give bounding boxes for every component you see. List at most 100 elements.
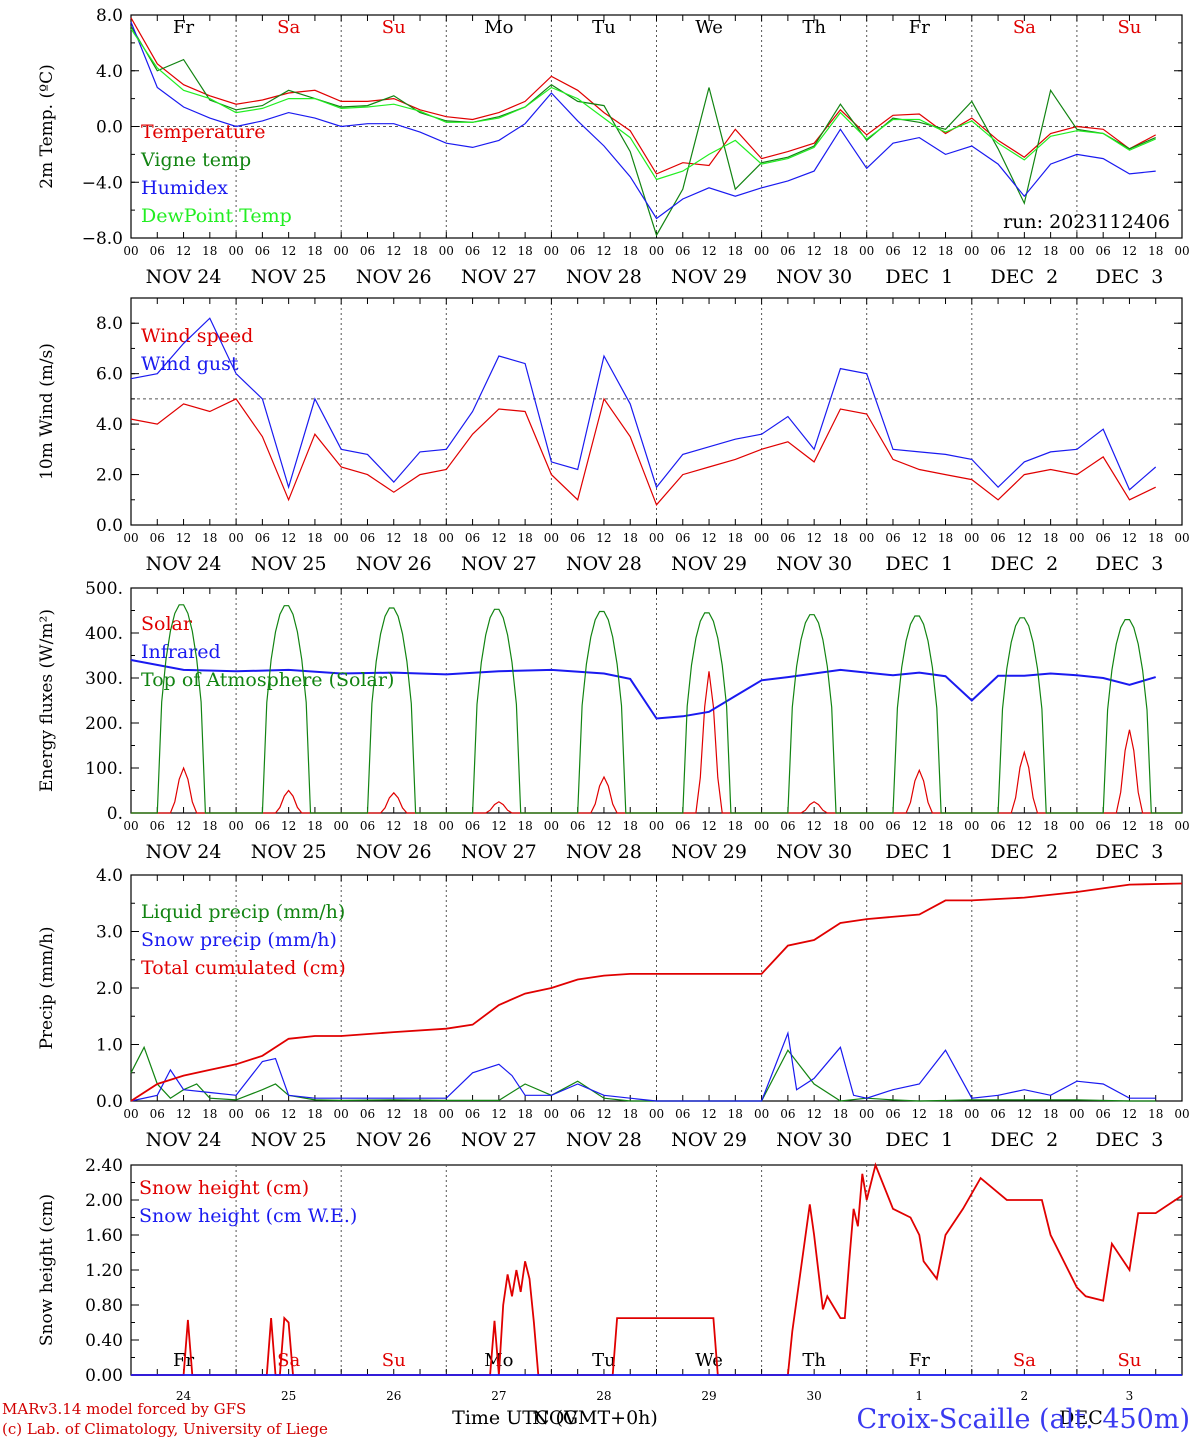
weekday-label: Su bbox=[1117, 17, 1141, 38]
x-date-label: NOV 27 bbox=[461, 266, 537, 288]
x-hour-label: 00 bbox=[544, 244, 559, 258]
y-tick-label: −8.0 bbox=[82, 229, 123, 249]
x-hour-label: 00 bbox=[228, 244, 243, 258]
x-hour-label: 06 bbox=[780, 244, 795, 258]
x-hour-label: 06 bbox=[570, 531, 585, 545]
y-tick-label: 100. bbox=[85, 759, 123, 779]
x-hour-label: 18 bbox=[517, 819, 532, 833]
x-hour-label: 06 bbox=[990, 244, 1005, 258]
chart-panel-4: 4.0 3.0 2.0 1.0 0.0 Precip (mm/h) 00 06 12 18 00 06… bbox=[37, 866, 1190, 1151]
x-date-label: DEC 1 bbox=[885, 1129, 953, 1151]
x-hour-label: 12 bbox=[281, 244, 296, 258]
x-hour-label: 00 bbox=[439, 531, 454, 545]
weekday-label: Su bbox=[1117, 1350, 1141, 1371]
x-date-label: DEC 3 bbox=[1096, 841, 1164, 863]
x-date-label: NOV 24 bbox=[146, 553, 222, 575]
y-axis-label: 2m Temp. (ºC) bbox=[37, 64, 57, 189]
x-hour-label: 00 bbox=[1174, 531, 1189, 545]
weekday-label: Fr bbox=[173, 17, 194, 38]
x-hour-label: 18 bbox=[1043, 1107, 1058, 1121]
y-tick-label: 4.0 bbox=[96, 866, 123, 886]
x-hour-label: 06 bbox=[1096, 244, 1111, 258]
series-line-blue bbox=[130, 659, 1156, 720]
y-tick-label: 200. bbox=[85, 714, 123, 734]
weekday-label: Sa bbox=[1013, 1350, 1036, 1371]
x-day-number: 3 bbox=[1126, 1389, 1134, 1403]
x-hour-label: 06 bbox=[780, 531, 795, 545]
x-hour-label: 18 bbox=[1043, 244, 1058, 258]
weekday-label: Th bbox=[802, 1350, 826, 1371]
x-hour-label: 12 bbox=[912, 531, 927, 545]
x-date-label: NOV 27 bbox=[461, 841, 537, 863]
weekday-label: Fr bbox=[909, 17, 930, 38]
y-tick-label: 4.0 bbox=[96, 62, 123, 82]
x-date-label: NOV 27 bbox=[461, 1129, 537, 1151]
y-axis-label: Energy fluxes (W/m²) bbox=[37, 609, 57, 792]
x-hour-label: 18 bbox=[833, 244, 848, 258]
x-hour-label: 06 bbox=[150, 819, 165, 833]
x-hour-label: 00 bbox=[859, 531, 874, 545]
x-hour-label: 00 bbox=[228, 1107, 243, 1121]
x-hour-label: 06 bbox=[675, 531, 690, 545]
x-hour-label: 06 bbox=[1096, 531, 1111, 545]
x-hour-label: 00 bbox=[334, 819, 349, 833]
x-axis-overlay-nov: NOV bbox=[532, 1407, 578, 1429]
x-hour-label: 12 bbox=[281, 531, 296, 545]
x-hour-label: 12 bbox=[491, 244, 506, 258]
weekday-label: Fr bbox=[909, 1350, 930, 1371]
weekday-label: Su bbox=[382, 17, 406, 38]
x-day-number: 24 bbox=[176, 1389, 192, 1403]
x-day-number: 25 bbox=[281, 1389, 296, 1403]
x-hour-label: 06 bbox=[780, 1107, 795, 1121]
legend-label: Snow height (cm) bbox=[139, 1177, 309, 1199]
weekday-label: Su bbox=[382, 1350, 406, 1371]
x-date-label: NOV 28 bbox=[566, 1129, 642, 1151]
x-hour-label: 00 bbox=[649, 819, 664, 833]
x-hour-label: 06 bbox=[465, 1107, 480, 1121]
y-tick-label: 0.0 bbox=[96, 1092, 123, 1112]
x-hour-label: 12 bbox=[491, 531, 506, 545]
x-hour-label: 12 bbox=[176, 1107, 191, 1121]
x-hour-label: 12 bbox=[386, 531, 401, 545]
x-hour-label: 00 bbox=[228, 819, 243, 833]
x-hour-label: 00 bbox=[859, 819, 874, 833]
x-day-number: 29 bbox=[701, 1389, 716, 1403]
x-hour-label: 00 bbox=[439, 244, 454, 258]
legend-label: Wind speed bbox=[141, 325, 253, 347]
weekday-label: Fr bbox=[173, 1350, 194, 1371]
x-hour-label: 12 bbox=[1122, 531, 1137, 545]
x-hour-label: 06 bbox=[465, 819, 480, 833]
series-line-red bbox=[130, 17, 1156, 175]
x-hour-label: 12 bbox=[807, 244, 822, 258]
x-hour-label: 18 bbox=[202, 1107, 217, 1121]
x-hour-label: 12 bbox=[1017, 819, 1032, 833]
x-date-label: NOV 30 bbox=[776, 266, 852, 288]
x-date-label: NOV 29 bbox=[671, 841, 747, 863]
x-hour-label: 06 bbox=[885, 244, 900, 258]
x-hour-label: 12 bbox=[386, 244, 401, 258]
y-tick-label: 2.00 bbox=[85, 1191, 123, 1211]
x-hour-label: 18 bbox=[202, 244, 217, 258]
x-date-label: NOV 24 bbox=[146, 841, 222, 863]
legend-label: Solar bbox=[141, 613, 193, 635]
x-hour-label: 12 bbox=[1017, 1107, 1032, 1121]
chart-panel-5: 2.40 2.00 1.60 1.20 0.80 0.40 0.00 Snow height … bbox=[37, 1156, 1183, 1403]
x-hour-label: 18 bbox=[307, 819, 322, 833]
x-hour-label: 00 bbox=[123, 244, 138, 258]
x-hour-label: 06 bbox=[675, 1107, 690, 1121]
x-hour-label: 18 bbox=[623, 244, 638, 258]
station-title: Croix-Scaille (alt. 450m) bbox=[857, 1404, 1190, 1435]
legend-label: Liquid precip (mm/h) bbox=[141, 901, 345, 923]
x-hour-label: 12 bbox=[1122, 819, 1137, 833]
x-date-label: NOV 25 bbox=[251, 266, 327, 288]
x-hour-label: 00 bbox=[334, 1107, 349, 1121]
x-hour-label: 12 bbox=[596, 819, 611, 833]
x-hour-label: 12 bbox=[176, 531, 191, 545]
x-date-label: DEC 2 bbox=[990, 553, 1058, 575]
x-hour-label: 00 bbox=[1069, 1107, 1084, 1121]
x-hour-label: 18 bbox=[307, 1107, 322, 1121]
x-day-number: 28 bbox=[596, 1389, 611, 1403]
y-tick-label: 0.0 bbox=[96, 516, 123, 536]
x-hour-label: 18 bbox=[412, 531, 427, 545]
x-hour-label: 00 bbox=[439, 1107, 454, 1121]
